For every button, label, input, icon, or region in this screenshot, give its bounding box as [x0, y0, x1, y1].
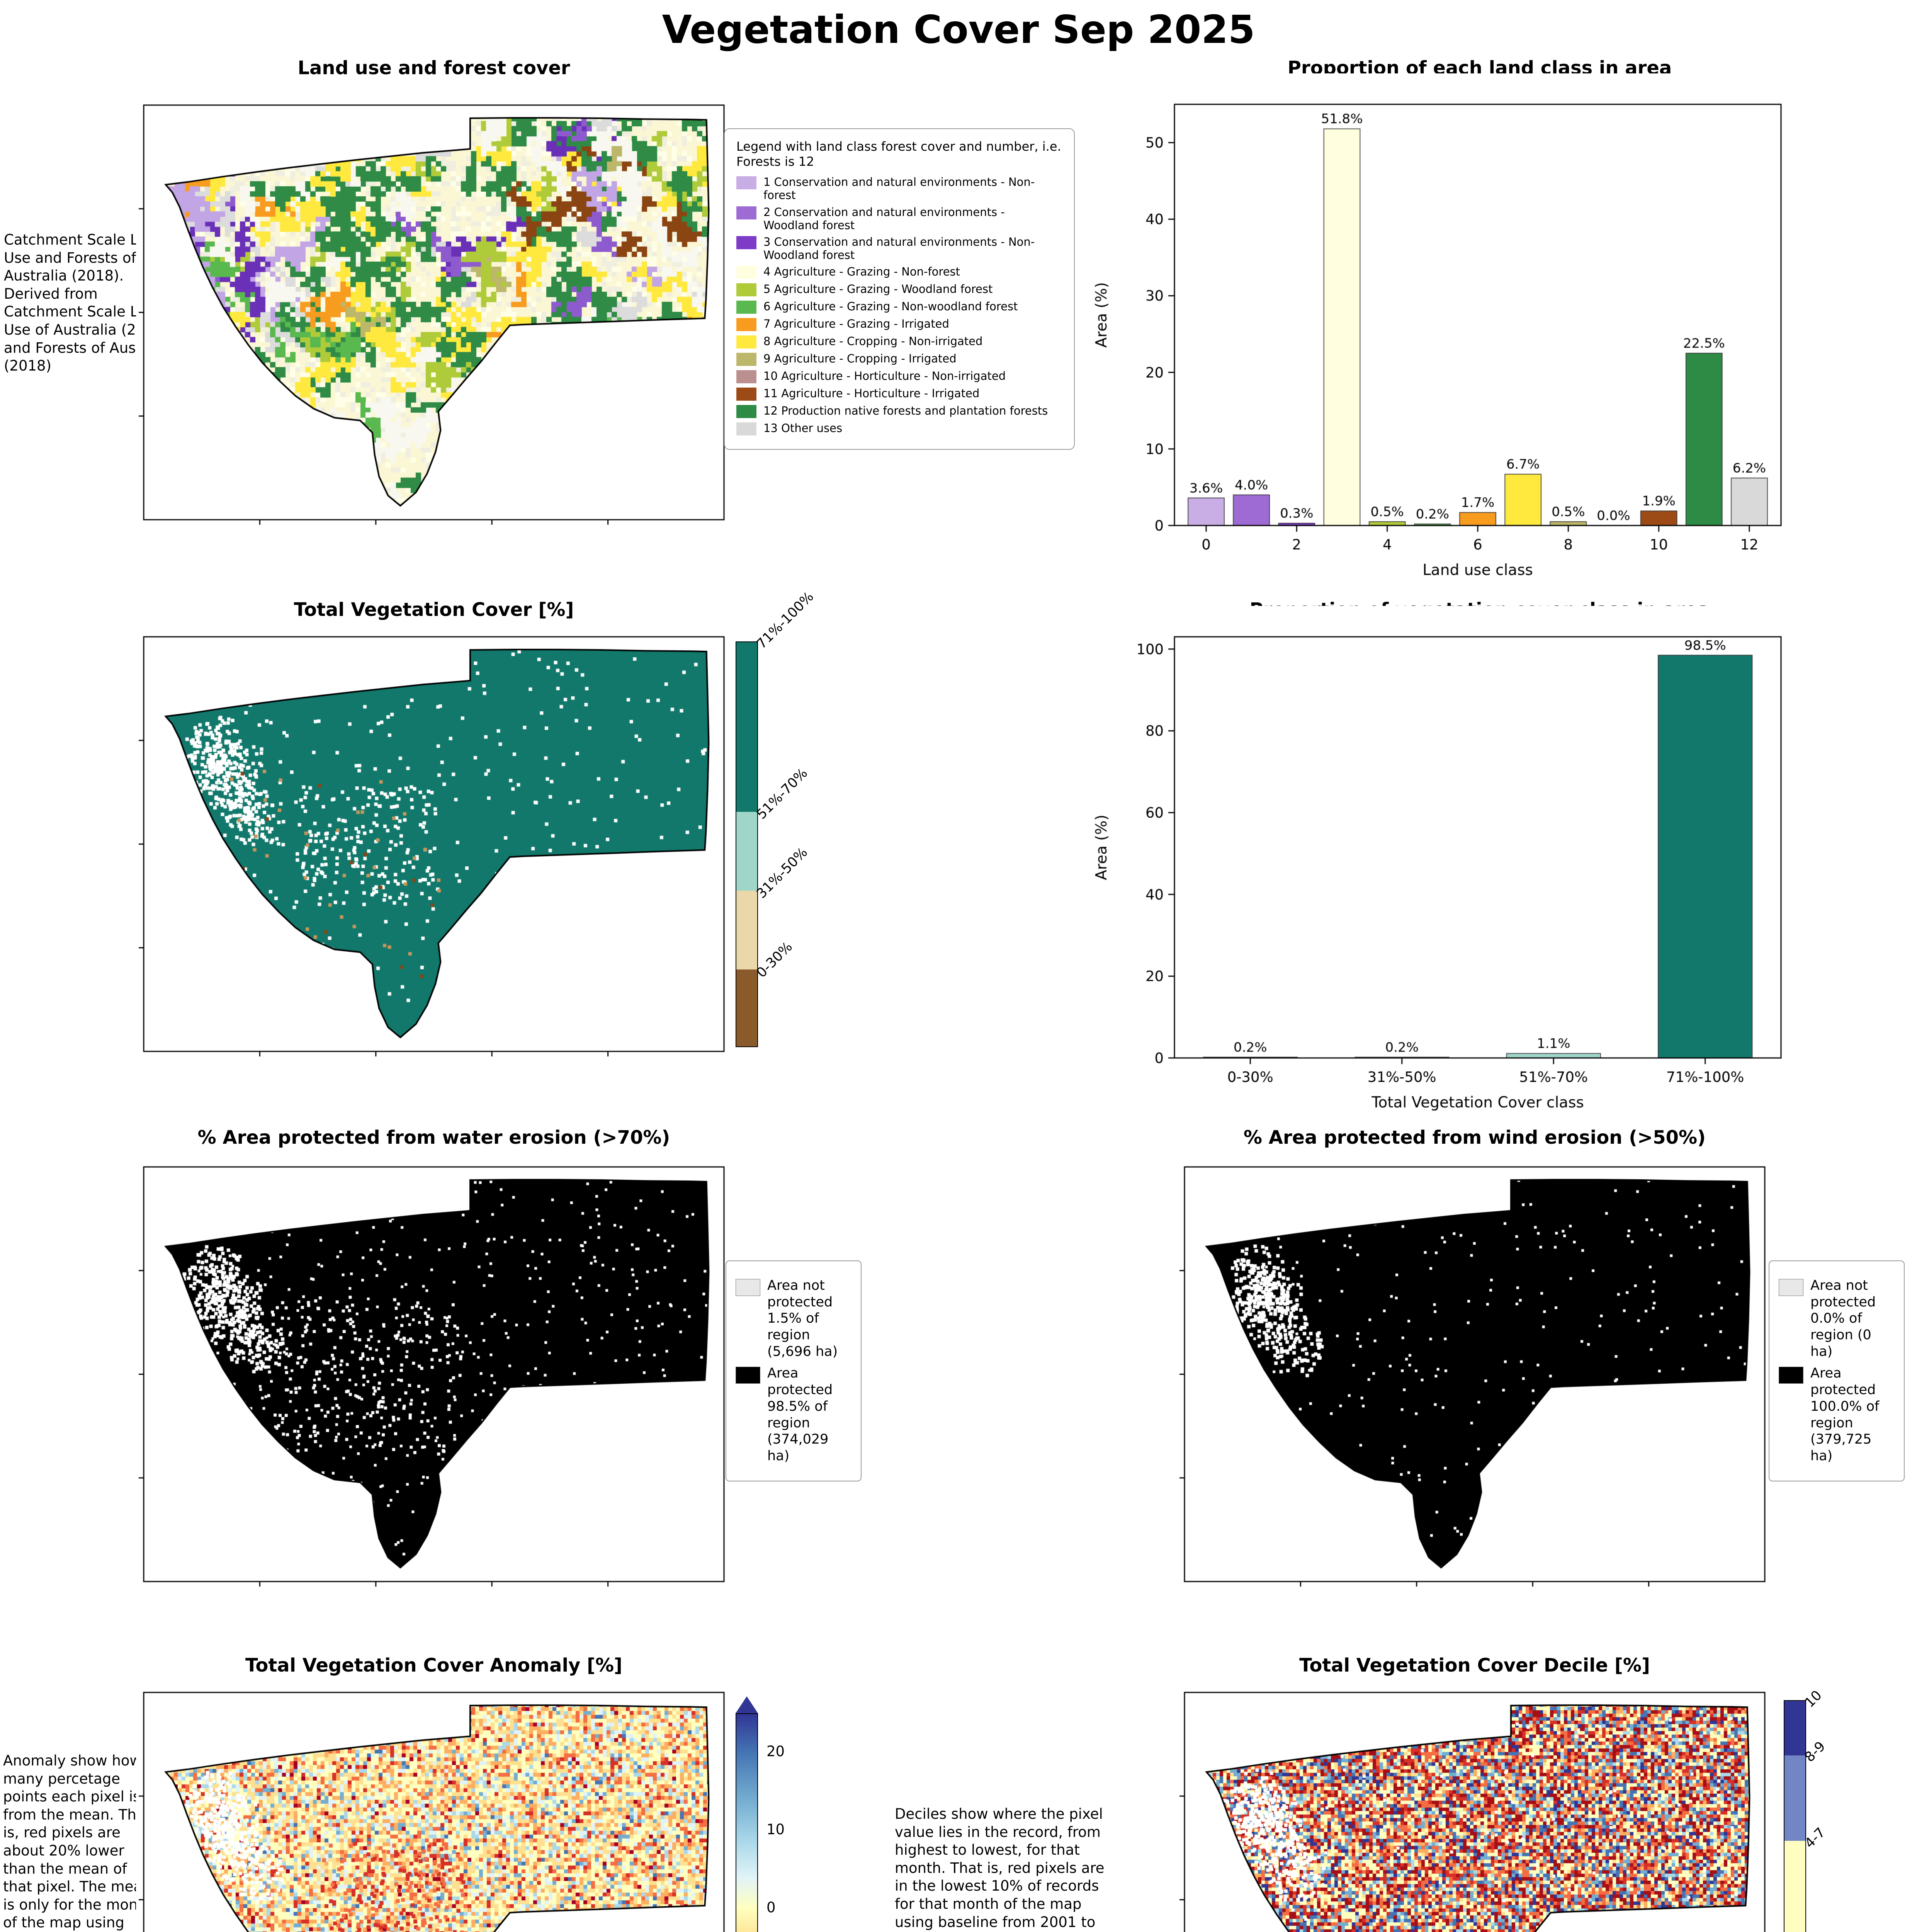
legend-label: 5 Agriculture - Grazing - Woodland fores… — [763, 282, 993, 296]
legend-label: Area not protected 0.0% of region (0 ha) — [1810, 1278, 1876, 1359]
legend-label: 12 Production native forests and plantat… — [763, 404, 1048, 418]
anomaly-colorbar-gradient — [736, 1713, 758, 1932]
legend-item: 1 Conservation and natural environments … — [736, 175, 1062, 202]
legend-item: 12 Production native forests and plantat… — [736, 404, 1062, 418]
legend-item: 10 Agriculture - Horticulture - Non-irri… — [736, 369, 1062, 384]
legend-item: 4 Agriculture - Grazing - Non-forest — [736, 265, 1062, 279]
legend-item: 5 Agriculture - Grazing - Woodland fores… — [736, 282, 1062, 297]
legend-label: 9 Agriculture - Cropping - Irrigated — [763, 352, 957, 366]
colorbar-label: 31%-50% — [754, 844, 811, 902]
legend-item: Area not protected 1.5% of region (5,696… — [736, 1277, 851, 1360]
legend-item: Area protected 100.0% of region (379,725… — [1779, 1365, 1895, 1464]
legend-label: Area protected 98.5% of region (374,029 … — [767, 1366, 833, 1464]
decile-map-canvas — [1177, 1685, 1773, 1932]
page-title: Vegetation Cover Sep 2025 — [662, 7, 1255, 52]
legend-label: 7 Agriculture - Grazing - Irrigated — [763, 317, 949, 331]
landuse-legend: Legend with land class forest cover and … — [724, 128, 1075, 450]
legend-swatch — [736, 301, 756, 314]
legend-swatch — [736, 370, 756, 384]
legend-swatch — [736, 236, 756, 249]
anomaly-colorbar-tick: 20 — [766, 1743, 785, 1760]
legend-label: 10 Agriculture - Horticulture - Non-irri… — [763, 369, 1006, 383]
water-erosion-map-canvas — [136, 1159, 732, 1589]
legend-item: 13 Other uses — [736, 422, 1062, 436]
colorbar-segment — [736, 812, 757, 891]
legend-swatch — [736, 206, 756, 219]
decile-colorbar — [1784, 1700, 1806, 1932]
legend-label: Area protected 100.0% of region (379,725… — [1810, 1366, 1880, 1464]
water-erosion-legend: Area not protected 1.5% of region (5,696… — [726, 1260, 862, 1481]
legend-swatch — [1779, 1279, 1803, 1296]
wind-erosion-legend: Area not protected 0.0% of region (0 ha)… — [1769, 1260, 1905, 1481]
colorbar-segment — [1784, 1841, 1805, 1932]
colorbar-segment — [736, 642, 757, 812]
legend-label: 4 Agriculture - Grazing - Non-forest — [763, 265, 960, 279]
legend-swatch — [736, 176, 756, 190]
anomaly-explainer-note: Anomaly show how many percetage points e… — [3, 1752, 153, 1931]
anomaly-colorbar-tick: 0 — [766, 1899, 776, 1916]
vegcover-panel-title: Total Vegetation Cover [%] — [294, 599, 574, 621]
legend-item: 11 Agriculture - Horticulture - Irrigate… — [736, 387, 1062, 401]
legend-swatch — [736, 283, 756, 297]
legend-swatch — [736, 353, 756, 366]
landclass-bar-chart — [1082, 73, 1808, 583]
anomaly-panel-title: Total Vegetation Cover Anomaly [%] — [245, 1655, 622, 1676]
legend-swatch — [736, 1279, 760, 1296]
legend-swatch — [736, 335, 756, 349]
wind-erosion-map-canvas — [1177, 1159, 1773, 1589]
legend-item: 3 Conservation and natural environments … — [736, 235, 1062, 262]
colorbar-label: 71%-100% — [754, 589, 817, 652]
legend-item: 9 Agriculture - Cropping - Irrigated — [736, 352, 1062, 366]
colorbar-label: 51%-70% — [754, 765, 811, 823]
legend-item: 7 Agriculture - Grazing - Irrigated — [736, 317, 1062, 332]
legend-swatch — [1779, 1367, 1803, 1384]
legend-item: 6 Agriculture - Grazing - Non-woodland f… — [736, 300, 1062, 314]
legend-label: 3 Conservation and natural environments … — [763, 235, 1035, 262]
vegcover-colorbar — [736, 641, 758, 1047]
colorbar-segment — [1784, 1701, 1805, 1755]
legend-swatch — [736, 422, 756, 436]
legend-swatch — [736, 405, 756, 418]
legend-item: Area not protected 0.0% of region (0 ha) — [1779, 1277, 1895, 1360]
water-erosion-title: % Area protected from water erosion (>70… — [197, 1127, 670, 1148]
anomaly-colorbar-tick: 10 — [766, 1821, 785, 1838]
landuse-legend-items: 1 Conservation and natural environments … — [736, 175, 1062, 436]
colorbar-arrow-up — [736, 1696, 758, 1713]
legend-label: 6 Agriculture - Grazing - Non-woodland f… — [763, 300, 1018, 313]
legend-label: 11 Agriculture - Horticulture - Irrigate… — [763, 387, 980, 400]
vegcover-map-canvas — [136, 629, 732, 1059]
landuse-legend-title: Legend with land class forest cover and … — [736, 139, 1061, 169]
legend-item: 8 Agriculture - Cropping - Non-irrigated — [736, 335, 1062, 349]
legend-swatch — [736, 388, 756, 401]
vegclass-bar-chart — [1082, 606, 1808, 1116]
legend-label: 2 Conservation and natural environments … — [763, 205, 1005, 232]
colorbar-segment — [1784, 1755, 1805, 1841]
decile-explainer-note: Deciles show where the pixel value lies … — [895, 1806, 1105, 1932]
colorbar-segment — [736, 891, 757, 970]
anomaly-colorbar — [736, 1696, 758, 1932]
colorbar-segment — [736, 969, 757, 1046]
decile-panel-title: Total Vegetation Cover Decile [%] — [1299, 1655, 1650, 1676]
legend-swatch — [736, 318, 756, 332]
legend-label: 8 Agriculture - Cropping - Non-irrigated — [763, 335, 983, 348]
legend-item: Area protected 98.5% of region (374,029 … — [736, 1365, 851, 1464]
legend-item: 2 Conservation and natural environments … — [736, 206, 1062, 232]
anomaly-map-canvas — [136, 1685, 732, 1932]
colorbar-label: 0-30% — [754, 939, 795, 981]
legend-label: Area not protected 1.5% of region (5,696… — [767, 1278, 838, 1359]
landuse-panel-title: Land use and forest cover — [297, 57, 570, 79]
wind-erosion-title: % Area protected from wind erosion (>50%… — [1243, 1127, 1706, 1148]
landuse-map-canvas — [136, 97, 732, 527]
legend-swatch — [736, 266, 756, 279]
legend-label: 1 Conservation and natural environments … — [763, 175, 1035, 202]
legend-swatch — [736, 1367, 760, 1384]
legend-label: 13 Other uses — [763, 422, 843, 435]
